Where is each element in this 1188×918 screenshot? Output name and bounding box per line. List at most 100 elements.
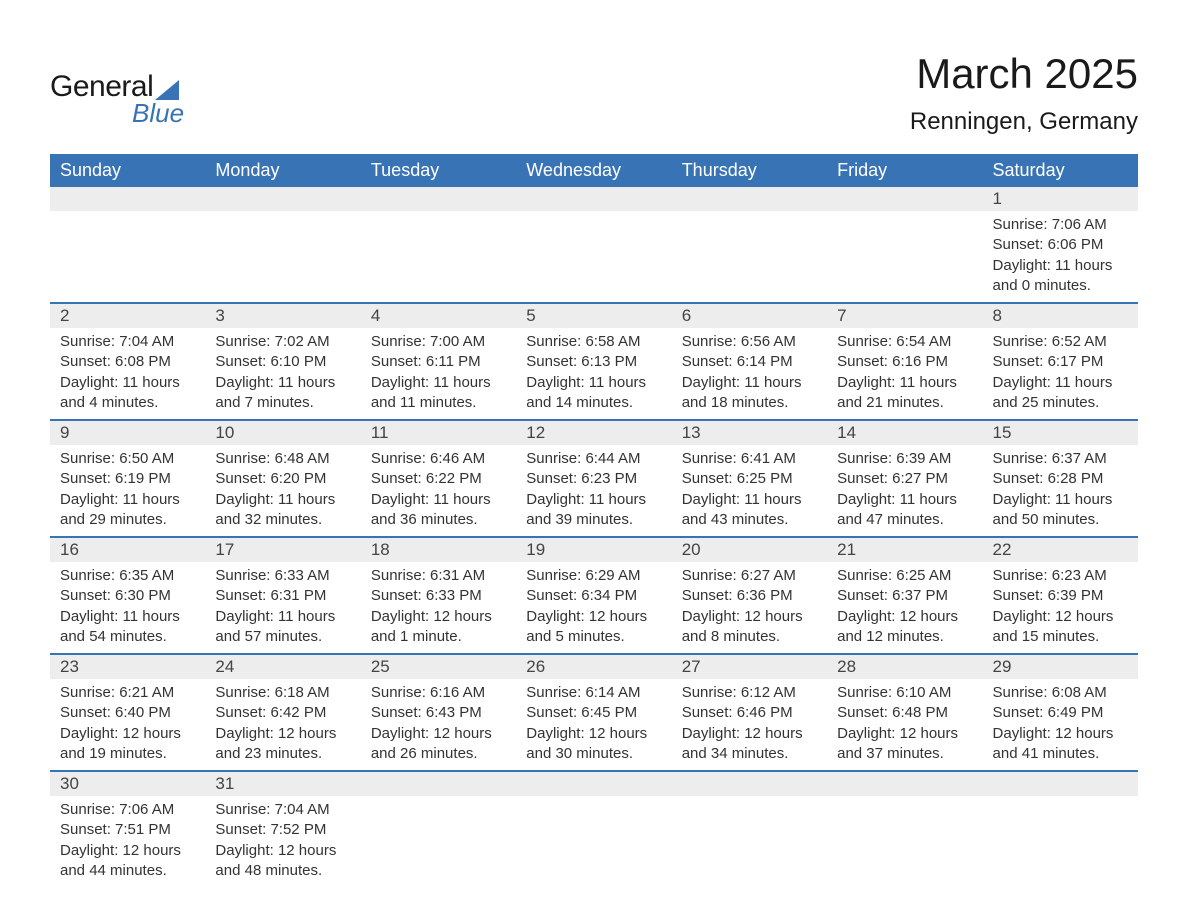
day-number: 20 [672,538,827,562]
daylight-line1: Daylight: 12 hours [682,607,817,627]
day-details: Sunrise: 7:02 AMSunset: 6:10 PMDaylight:… [205,328,360,419]
day-number: 22 [983,538,1138,562]
daylight-line1: Daylight: 12 hours [837,724,972,744]
day-number: 16 [50,538,205,562]
day-cell: 12Sunrise: 6:44 AMSunset: 6:23 PMDayligh… [516,420,671,537]
sunset-text: Sunset: 6:45 PM [526,703,661,723]
daylight-line2: and 18 minutes. [682,393,817,413]
day-cell: 9Sunrise: 6:50 AMSunset: 6:19 PMDaylight… [50,420,205,537]
sunset-text: Sunset: 6:39 PM [993,586,1128,606]
day-details: Sunrise: 6:08 AMSunset: 6:49 PMDaylight:… [983,679,1138,770]
day-details: Sunrise: 6:25 AMSunset: 6:37 PMDaylight:… [827,562,982,653]
daylight-line2: and 54 minutes. [60,627,195,647]
day-details: Sunrise: 6:35 AMSunset: 6:30 PMDaylight:… [50,562,205,653]
empty-day-bar [827,187,982,211]
day-cell: 16Sunrise: 6:35 AMSunset: 6:30 PMDayligh… [50,537,205,654]
day-cell: 2Sunrise: 7:04 AMSunset: 6:08 PMDaylight… [50,303,205,420]
sunset-text: Sunset: 7:51 PM [60,820,195,840]
week-row: 9Sunrise: 6:50 AMSunset: 6:19 PMDaylight… [50,420,1138,537]
day-cell: 25Sunrise: 6:16 AMSunset: 6:43 PMDayligh… [361,654,516,771]
sunrise-text: Sunrise: 7:04 AM [215,800,350,820]
daylight-line1: Daylight: 12 hours [60,841,195,861]
sunset-text: Sunset: 6:43 PM [371,703,506,723]
day-number: 13 [672,421,827,445]
day-details: Sunrise: 6:48 AMSunset: 6:20 PMDaylight:… [205,445,360,536]
sunrise-text: Sunrise: 6:12 AM [682,683,817,703]
day-cell: 5Sunrise: 6:58 AMSunset: 6:13 PMDaylight… [516,303,671,420]
daylight-line2: and 14 minutes. [526,393,661,413]
sunrise-text: Sunrise: 6:56 AM [682,332,817,352]
day-number: 14 [827,421,982,445]
day-number: 6 [672,304,827,328]
day-details: Sunrise: 6:31 AMSunset: 6:33 PMDaylight:… [361,562,516,653]
daylight-line1: Daylight: 11 hours [837,373,972,393]
daylight-line1: Daylight: 12 hours [993,607,1128,627]
sunrise-text: Sunrise: 6:41 AM [682,449,817,469]
day-details: Sunrise: 6:54 AMSunset: 6:16 PMDaylight:… [827,328,982,419]
logo-triangle-icon [155,80,179,100]
daylight-line2: and 36 minutes. [371,510,506,530]
day-number: 28 [827,655,982,679]
empty-cell [516,771,671,887]
day-cell: 27Sunrise: 6:12 AMSunset: 6:46 PMDayligh… [672,654,827,771]
day-cell: 1Sunrise: 7:06 AMSunset: 6:06 PMDaylight… [983,187,1138,303]
daylight-line2: and 26 minutes. [371,744,506,764]
day-cell: 7Sunrise: 6:54 AMSunset: 6:16 PMDaylight… [827,303,982,420]
daylight-line2: and 12 minutes. [837,627,972,647]
daylight-line1: Daylight: 11 hours [993,373,1128,393]
empty-day-body [516,211,671,295]
daylight-line1: Daylight: 11 hours [60,607,195,627]
calendar-body: 1Sunrise: 7:06 AMSunset: 6:06 PMDaylight… [50,187,1138,887]
daylight-line2: and 0 minutes. [993,276,1128,296]
weekday-header: Sunday [50,154,205,187]
sunset-text: Sunset: 7:52 PM [215,820,350,840]
daylight-line2: and 30 minutes. [526,744,661,764]
logo: General Blue [50,50,184,129]
logo-text-blue: Blue [132,98,184,129]
title-location: Renningen, Germany [910,108,1138,136]
empty-cell [983,771,1138,887]
day-cell: 26Sunrise: 6:14 AMSunset: 6:45 PMDayligh… [516,654,671,771]
empty-day-bar [827,772,982,796]
day-details: Sunrise: 6:14 AMSunset: 6:45 PMDaylight:… [516,679,671,770]
weekday-header: Friday [827,154,982,187]
daylight-line2: and 47 minutes. [837,510,972,530]
sunrise-text: Sunrise: 7:06 AM [60,800,195,820]
sunrise-text: Sunrise: 6:14 AM [526,683,661,703]
empty-day-bar [983,772,1138,796]
sunrise-text: Sunrise: 6:31 AM [371,566,506,586]
day-number: 15 [983,421,1138,445]
empty-cell [672,187,827,303]
sunrise-text: Sunrise: 6:33 AM [215,566,350,586]
sunrise-text: Sunrise: 6:44 AM [526,449,661,469]
day-number: 7 [827,304,982,328]
day-details: Sunrise: 7:00 AMSunset: 6:11 PMDaylight:… [361,328,516,419]
day-details: Sunrise: 6:39 AMSunset: 6:27 PMDaylight:… [827,445,982,536]
day-cell: 6Sunrise: 6:56 AMSunset: 6:14 PMDaylight… [672,303,827,420]
empty-cell [516,187,671,303]
daylight-line1: Daylight: 12 hours [682,724,817,744]
empty-day-bar [672,187,827,211]
sunset-text: Sunset: 6:27 PM [837,469,972,489]
sunset-text: Sunset: 6:42 PM [215,703,350,723]
week-row: 30 Sunrise: 7:06 AMSunset: 7:51 PMDayligh… [50,771,1138,887]
sunrise-text: Sunrise: 6:16 AM [371,683,506,703]
sunrise-text: Sunrise: 7:06 AM [993,215,1128,235]
week-row: 16Sunrise: 6:35 AMSunset: 6:30 PMDayligh… [50,537,1138,654]
day-number: 30 [50,772,205,796]
daylight-line1: Daylight: 11 hours [682,373,817,393]
daylight-line1: Daylight: 11 hours [682,490,817,510]
sunrise-text: Sunrise: 6:39 AM [837,449,972,469]
empty-day-bar [672,772,827,796]
daylight-line1: Daylight: 11 hours [371,373,506,393]
weekday-header: Thursday [672,154,827,187]
day-number: 31 [205,772,360,796]
day-cell: 29Sunrise: 6:08 AMSunset: 6:49 PMDayligh… [983,654,1138,771]
daylight-line1: Daylight: 11 hours [215,373,350,393]
weekday-header: Wednesday [516,154,671,187]
day-cell: 28Sunrise: 6:10 AMSunset: 6:48 PMDayligh… [827,654,982,771]
sunrise-text: Sunrise: 6:18 AM [215,683,350,703]
day-number: 24 [205,655,360,679]
daylight-line2: and 50 minutes. [993,510,1128,530]
daylight-line1: Daylight: 11 hours [837,490,972,510]
